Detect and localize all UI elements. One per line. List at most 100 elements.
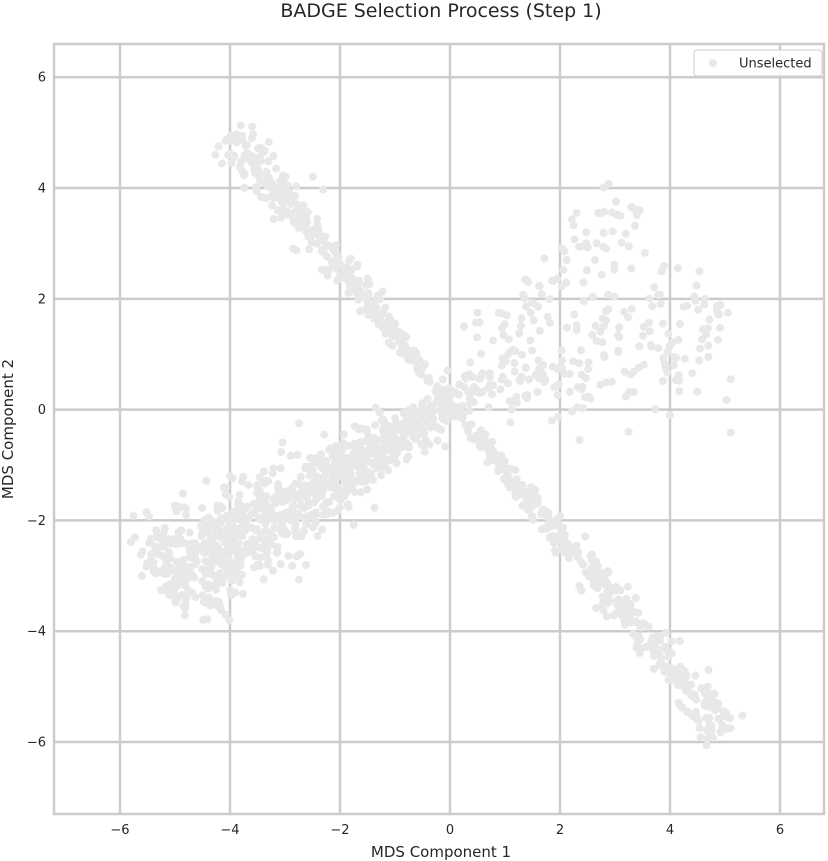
x-tick-label: −2	[330, 823, 349, 838]
data-point	[502, 470, 511, 479]
data-point	[521, 275, 530, 284]
data-point	[226, 149, 235, 158]
data-point	[419, 430, 428, 439]
data-point	[207, 518, 215, 527]
data-point	[558, 356, 567, 365]
data-point	[201, 557, 210, 566]
data-point	[504, 350, 513, 359]
data-point	[650, 283, 659, 292]
data-point	[295, 419, 303, 428]
data-point	[448, 411, 457, 420]
data-point	[142, 562, 151, 571]
data-point	[138, 571, 146, 580]
data-point	[602, 612, 611, 621]
data-point	[525, 502, 534, 511]
data-point	[614, 346, 623, 355]
data-point	[376, 295, 384, 304]
data-point	[579, 297, 588, 306]
data-point	[418, 399, 427, 408]
data-point	[317, 246, 326, 255]
data-point	[535, 326, 544, 335]
data-point	[534, 374, 543, 383]
data-point	[225, 533, 234, 542]
data-point	[663, 368, 672, 377]
data-point	[242, 140, 251, 149]
data-point	[436, 404, 445, 413]
data-point	[545, 533, 554, 542]
data-point	[471, 318, 480, 327]
data-point	[630, 617, 639, 626]
legend-box	[693, 49, 823, 77]
data-point	[476, 389, 484, 398]
data-point	[266, 514, 275, 523]
data-point	[698, 335, 706, 344]
y-tick-label: 6	[38, 71, 46, 86]
data-point	[557, 346, 566, 355]
x-tick-labels: −6 −4 −2 0 2 4 6	[110, 823, 784, 838]
data-point	[572, 541, 581, 550]
data-point	[557, 545, 566, 554]
data-point	[216, 533, 225, 542]
data-point	[664, 675, 673, 684]
data-point	[390, 324, 399, 333]
data-point	[219, 550, 228, 558]
data-point	[297, 501, 306, 510]
data-point	[598, 601, 607, 610]
data-point	[377, 471, 386, 480]
data-point	[505, 464, 514, 473]
data-point	[392, 332, 401, 341]
data-point	[699, 325, 707, 334]
data-point	[311, 230, 320, 239]
data-point	[234, 561, 242, 570]
data-point	[174, 528, 183, 537]
data-point	[600, 353, 609, 362]
data-point	[487, 390, 496, 399]
data-point	[317, 265, 326, 274]
data-point	[237, 522, 246, 531]
data-point	[515, 329, 524, 338]
data-point	[248, 535, 257, 544]
data-point	[374, 461, 382, 470]
data-point	[205, 540, 214, 549]
data-point	[579, 278, 588, 287]
data-point	[588, 293, 597, 301]
data-point	[672, 376, 680, 384]
data-point	[557, 244, 566, 253]
data-point	[167, 539, 176, 548]
data-point	[693, 387, 702, 396]
data-point	[339, 430, 348, 439]
data-point	[423, 394, 432, 403]
data-point	[473, 333, 481, 342]
data-point	[302, 226, 310, 235]
data-point	[504, 379, 512, 388]
data-point	[266, 183, 275, 192]
data-point	[211, 585, 220, 594]
data-point	[457, 408, 466, 417]
data-point	[567, 215, 576, 224]
data-point	[533, 387, 542, 396]
data-point	[666, 411, 674, 420]
data-point	[283, 529, 291, 538]
data-point	[534, 494, 542, 503]
data-point	[516, 377, 525, 386]
data-point	[604, 305, 613, 314]
data-point	[483, 458, 492, 467]
data-point	[593, 562, 602, 571]
data-point	[695, 344, 704, 353]
data-point	[264, 477, 273, 486]
data-point	[704, 666, 713, 674]
data-point	[517, 314, 526, 323]
data-point	[352, 286, 361, 295]
data-point	[700, 300, 709, 309]
data-point	[627, 203, 636, 211]
data-point	[268, 201, 276, 210]
data-point	[704, 734, 712, 743]
data-point	[257, 143, 266, 152]
data-point	[570, 235, 579, 244]
data-point	[311, 518, 320, 526]
data-point	[575, 582, 584, 590]
data-point	[251, 155, 260, 164]
data-point	[130, 533, 139, 542]
data-point	[276, 193, 284, 202]
data-point	[333, 507, 342, 515]
